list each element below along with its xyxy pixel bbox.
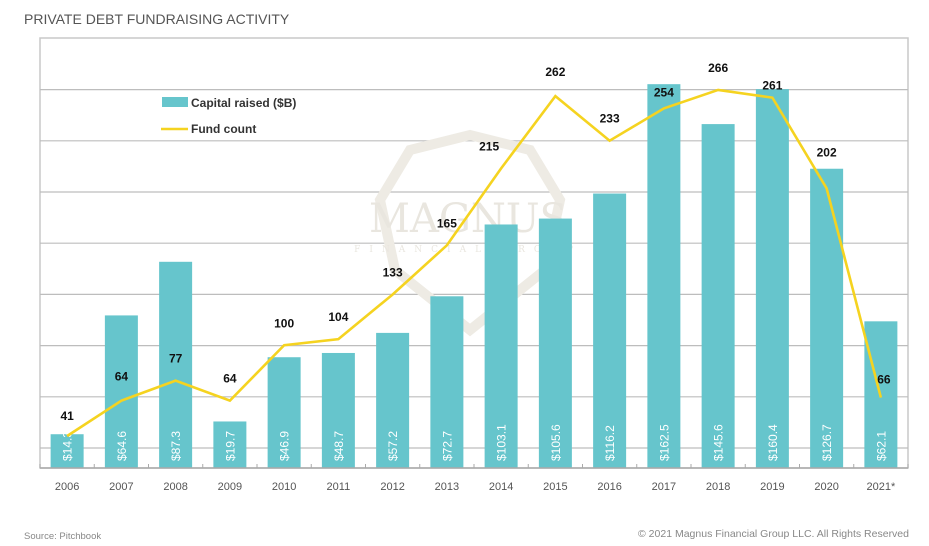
bar-value-label: $160.4	[766, 424, 780, 461]
bar-value-label: $72.7	[440, 431, 454, 461]
bar-value-label: $48.7	[332, 431, 346, 461]
bar-2015	[538, 218, 572, 468]
bar-2020	[810, 168, 844, 468]
x-tick-label: 2021*	[866, 481, 895, 493]
bar-2016	[593, 193, 627, 469]
bar-value-label: $19.7	[223, 431, 237, 461]
chart-title: PRIVATE DEBT FUNDRAISING ACTIVITY	[24, 11, 290, 27]
fund-count-label: 215	[479, 139, 499, 153]
bar-2013	[430, 296, 464, 468]
bar-2011	[321, 352, 355, 468]
bar-2010	[267, 357, 301, 468]
copyright-note: © 2021 Magnus Financial Group LLC. All R…	[638, 528, 909, 540]
bar-value-label: $126.7	[820, 424, 834, 461]
fund-count-label: 64	[115, 370, 129, 384]
x-tick-label: 2006	[55, 481, 79, 493]
x-tick-label: 2007	[109, 481, 133, 493]
bar-value-label: $162.5	[657, 424, 671, 461]
x-tick-label: 2018	[706, 481, 730, 493]
bar-2006	[50, 434, 84, 468]
legend-label-capital: Capital raised ($B)	[191, 96, 296, 110]
x-tick-label: 2013	[435, 481, 459, 493]
bar-value-label: $103.1	[495, 424, 509, 461]
legend-label-fund-count: Fund count	[191, 122, 256, 136]
x-tick-label: 2020	[814, 481, 838, 493]
x-tick-label: 2019	[760, 481, 784, 493]
bar-2014	[484, 224, 518, 468]
x-tick-label: 2016	[597, 481, 621, 493]
fund-count-label: 261	[762, 79, 782, 93]
x-tick-label: 2009	[218, 481, 242, 493]
bar-value-label: $14.3	[61, 431, 75, 461]
fund-count-label: 254	[654, 85, 674, 99]
bar-value-label: $62.1	[874, 431, 888, 461]
fund-count-label: 202	[817, 145, 837, 159]
fund-count-line: 41 64 77 64 100 104 133 165 215 262 233 254 266 261 20…	[60, 61, 891, 438]
x-tick-label: 2014	[489, 481, 513, 493]
bar-2012	[376, 332, 410, 468]
bar-value-label: $105.6	[549, 424, 563, 461]
fund-count-label: 266	[708, 61, 728, 75]
bar-value-label: $64.6	[115, 431, 129, 461]
bar-value-label: $145.6	[712, 424, 726, 461]
x-tick-label: 2017	[652, 481, 676, 493]
fund-count-label: 262	[545, 65, 565, 79]
legend: Capital raised ($B) Fund count	[161, 96, 296, 136]
x-tick-label: 2010	[272, 481, 296, 493]
fund-count-label: 165	[437, 216, 457, 230]
fund-count-label: 100	[274, 316, 294, 330]
x-tick-label: 2008	[163, 481, 187, 493]
x-tick-label: 2011	[327, 481, 351, 493]
axes: 2006 2007 2008 2009 2010 2011 2012 2013 2014 2015…	[39, 464, 909, 493]
bar-value-label: $116.2	[603, 425, 617, 461]
bar-2018	[701, 124, 735, 468]
bar-2019	[755, 89, 789, 469]
legend-swatch-capital	[162, 97, 188, 107]
bar-value-label: $46.9	[278, 431, 292, 461]
bar-value-label: $87.3	[169, 431, 183, 461]
source-note: Source: Pitchbook	[24, 531, 102, 542]
bar-value-label: $57.2	[386, 431, 400, 461]
bar-2008	[159, 261, 193, 468]
fund-count-label: 77	[169, 352, 183, 366]
bar-2009	[213, 421, 247, 468]
x-tick-label: 2012	[380, 481, 404, 493]
fund-count-label: 104	[328, 310, 348, 324]
watermark-text: MAGNUS	[369, 196, 567, 242]
watermark-subtext: FINANCIAL GROUP	[354, 245, 582, 255]
fund-count-label: 66	[877, 373, 891, 387]
x-tick-label: 2015	[543, 481, 567, 493]
fund-count-label: 64	[223, 372, 237, 386]
bar-2007	[104, 315, 138, 468]
fund-count-label: 133	[383, 266, 403, 280]
bars: $14.3 $64.6 $87.3 $19.7 $46.9 $48.7 $57.2 $72.7…	[50, 84, 898, 469]
fund-count-polyline	[66, 88, 883, 438]
bar-2017	[647, 84, 681, 469]
fund-count-label: 41	[60, 409, 74, 423]
fund-count-label: 233	[600, 112, 620, 126]
